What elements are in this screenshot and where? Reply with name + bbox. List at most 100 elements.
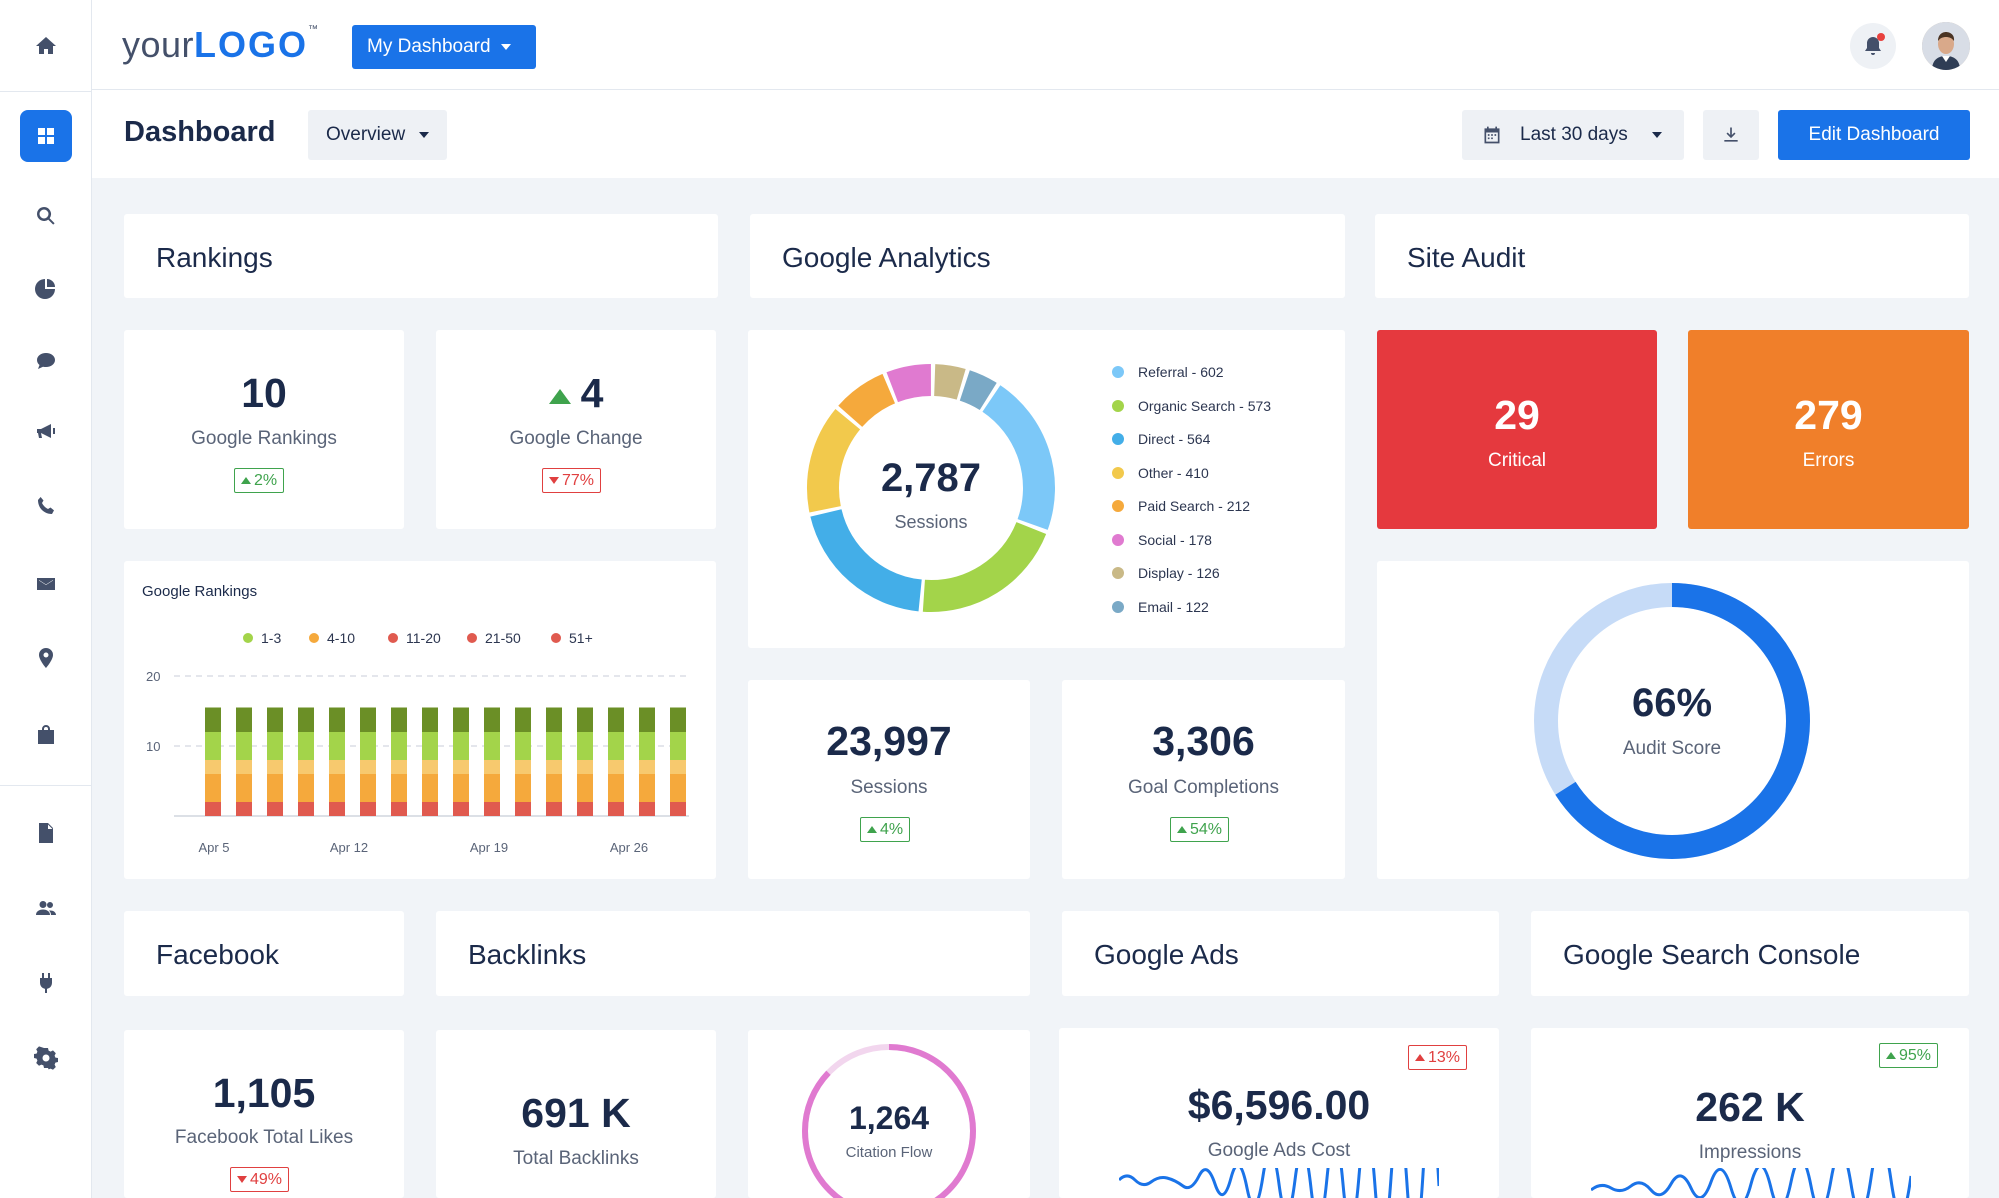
legend-item[interactable]: Organic Search - 573: [1112, 398, 1271, 414]
user-avatar[interactable]: [1922, 22, 1970, 70]
donut-slice: [807, 408, 861, 513]
x-tick-label: Apr 26: [610, 840, 648, 855]
bar-segment: [360, 707, 376, 732]
search-icon[interactable]: [26, 196, 66, 236]
chart-legend-item[interactable]: 21-50: [467, 630, 521, 646]
facebook-likes-card[interactable]: 1,105 Facebook Total Likes 49%: [124, 1030, 404, 1198]
chart-legend-item[interactable]: 51+: [551, 630, 593, 646]
critical-issues-card[interactable]: 29 Critical: [1377, 330, 1657, 529]
x-tick-label: Apr 12: [330, 840, 368, 855]
bar-segment: [546, 732, 562, 760]
chart-legend-item[interactable]: 11-20: [388, 630, 441, 646]
change-badge: 95%: [1879, 1043, 1939, 1068]
bar-segment: [391, 732, 407, 760]
total-backlinks-card[interactable]: 691 K Total Backlinks: [436, 1030, 716, 1198]
pie-chart-icon[interactable]: [26, 268, 66, 308]
legend-swatch: [1112, 600, 1124, 613]
bar-segment: [422, 732, 438, 760]
location-icon[interactable]: [26, 638, 66, 678]
google-ads-cost-card[interactable]: 13% $6,596.00 Google Ads Cost: [1059, 1028, 1499, 1198]
my-dashboard-menu[interactable]: My Dashboard: [352, 25, 536, 69]
goal-completions-card[interactable]: 3,306 Goal Completions 54%: [1062, 680, 1345, 879]
google-analytics-section-header: Google Analytics: [750, 214, 1345, 298]
bar-segment: [608, 707, 624, 732]
dashboard-icon[interactable]: [20, 110, 72, 162]
bar-segment: [236, 732, 252, 760]
google-ads-section-header: Google Ads: [1062, 911, 1499, 996]
bar-segment: [577, 732, 593, 760]
stat-value: 262 K: [1695, 1084, 1805, 1130]
legend-item[interactable]: Other - 410: [1112, 465, 1209, 481]
users-icon[interactable]: [26, 888, 66, 928]
bar-segment: [453, 732, 469, 760]
change-badge: 49%: [230, 1167, 290, 1192]
page-title: Dashboard: [124, 116, 276, 148]
bar-segment: [205, 732, 221, 760]
bar-segment: [453, 760, 469, 774]
overview-select[interactable]: Overview: [308, 110, 447, 160]
download-button[interactable]: [1703, 110, 1759, 160]
date-range-select[interactable]: Last 30 days: [1462, 110, 1684, 160]
impressions-card[interactable]: 95% 262 K Impressions: [1531, 1028, 1969, 1198]
change-badge: 54%: [1170, 817, 1230, 842]
bar-segment: [515, 732, 531, 760]
donut-slice: [838, 373, 896, 428]
site-audit-section-header: Site Audit: [1375, 214, 1969, 298]
bar-segment: [670, 802, 686, 816]
legend-item[interactable]: Direct - 564: [1112, 431, 1210, 447]
legend-item[interactable]: Social - 178: [1112, 532, 1212, 548]
citation-flow-card[interactable]: 1,264 Citation Flow: [748, 1030, 1030, 1198]
sessions-card[interactable]: 23,997 Sessions 4%: [748, 680, 1030, 879]
stat-value: 1,264: [848, 1100, 930, 1136]
bar-segment: [298, 774, 314, 802]
home-icon[interactable]: [26, 26, 66, 66]
legend-label: Organic Search - 573: [1138, 397, 1272, 414]
bar-segment: [577, 802, 593, 816]
legend-item[interactable]: Referral - 602: [1112, 364, 1224, 380]
bar-segment: [422, 802, 438, 816]
backlinks-section-header: Backlinks: [436, 911, 1030, 996]
traffic-sources-card[interactable]: 2,787 Sessions Referral - 602 Organic Sea…: [748, 330, 1345, 648]
phone-icon[interactable]: [26, 486, 66, 526]
bar-segment: [236, 760, 252, 774]
edit-dashboard-button[interactable]: Edit Dashboard: [1778, 110, 1970, 160]
legend-label: Referral - 602: [1138, 364, 1224, 380]
stat-value: $6,596.00: [1187, 1082, 1371, 1128]
google-change-card[interactable]: 4 Google Change 77%: [436, 330, 716, 529]
bar-segment: [267, 707, 283, 732]
donut-slice: [959, 370, 997, 411]
logo[interactable]: yourLOGO™: [122, 24, 319, 65]
legend-item[interactable]: Email - 122: [1112, 599, 1209, 615]
bar-segment: [608, 732, 624, 760]
document-icon[interactable]: [26, 813, 66, 853]
chart-legend-item[interactable]: 1-3: [243, 630, 281, 646]
citation-flow-ring: [802, 1044, 976, 1198]
stat-value: 29: [1494, 392, 1540, 438]
bar-segment: [205, 774, 221, 802]
bar-segment: [329, 732, 345, 760]
chart-legend-item[interactable]: 4-10: [309, 630, 355, 646]
errors-card[interactable]: 279 Errors: [1688, 330, 1969, 529]
google-rankings-card[interactable]: 10 Google Rankings 2%: [124, 330, 404, 529]
plug-icon[interactable]: [26, 963, 66, 1003]
notifications-button[interactable]: [1850, 23, 1896, 69]
bar-segment: [453, 707, 469, 732]
bell-icon: [1865, 37, 1881, 55]
legend-label: 11-20: [406, 630, 441, 646]
audit-score-card[interactable]: 66% Audit Score: [1377, 561, 1969, 879]
bar-segment: [391, 802, 407, 816]
mail-icon[interactable]: [26, 564, 66, 604]
stat-label: Total Backlinks: [513, 1148, 639, 1169]
legend-item[interactable]: Paid Search - 212: [1112, 498, 1250, 514]
bar-segment: [329, 802, 345, 816]
megaphone-icon[interactable]: [26, 411, 66, 451]
bar-segment: [670, 774, 686, 802]
bag-icon[interactable]: [26, 715, 66, 755]
gear-icon[interactable]: [26, 1038, 66, 1078]
rankings-section-header: Rankings: [124, 214, 718, 298]
legend-item[interactable]: Display - 126: [1112, 565, 1220, 581]
bar-segment: [608, 760, 624, 774]
chat-icon[interactable]: [26, 341, 66, 381]
bar-segment: [577, 774, 593, 802]
legend-label: Direct - 564: [1138, 431, 1211, 447]
